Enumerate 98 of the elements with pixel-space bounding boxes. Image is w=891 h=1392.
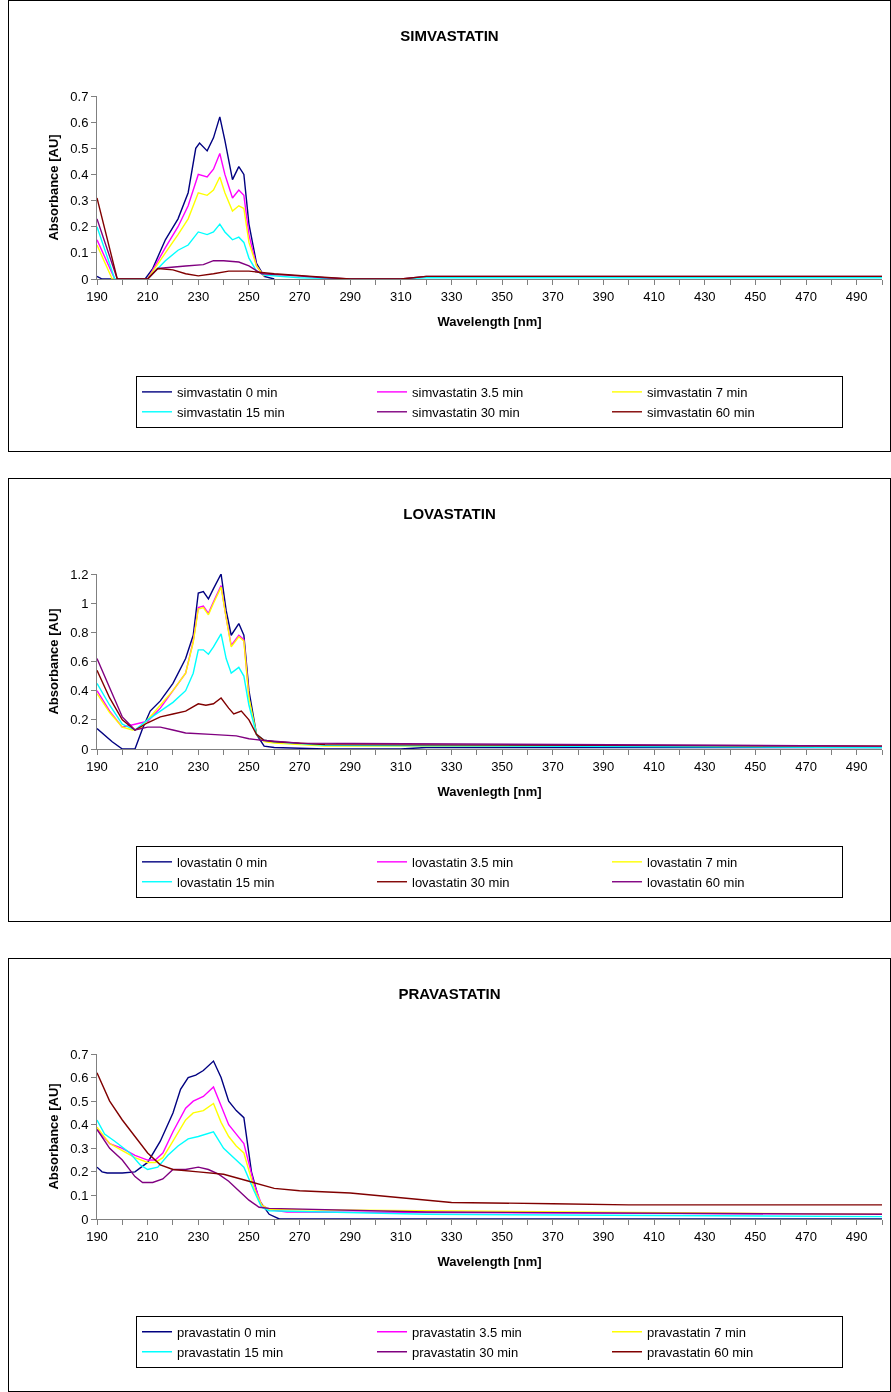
x-axis-title: Wavelength [nm]: [437, 1254, 542, 1270]
legend-label: pravastatin 30 min: [412, 1344, 519, 1360]
y-tick-label: 0.8: [70, 624, 89, 640]
x-tick-label: 390: [592, 288, 615, 304]
x-tick-label: 250: [238, 288, 260, 304]
legend-label: simvastatin 15 min: [177, 404, 285, 420]
legend-label: pravastatin 60 min: [647, 1344, 754, 1360]
x-tick-label: 390: [592, 1228, 615, 1244]
y-tick-label: 0.3: [70, 193, 89, 209]
y-axis-title: Absorbance [AU]: [46, 1083, 62, 1190]
x-tick-label: 410: [643, 288, 665, 304]
y-tick-label: 0.6: [70, 654, 89, 670]
chart-title: LOVASTATIN: [403, 505, 496, 523]
x-tick-label: 390: [592, 758, 615, 774]
x-tick-label: 410: [643, 758, 665, 774]
x-tick-label: 270: [288, 758, 311, 774]
x-tick-label: 190: [86, 288, 108, 304]
x-tick-label: 430: [693, 288, 716, 304]
legend-label: lovastatin 3.5 min: [412, 854, 514, 870]
y-tick-label: 0: [81, 741, 89, 757]
y-tick-label: 0.3: [70, 1140, 89, 1156]
legend-label: lovastatin 15 min: [177, 874, 275, 890]
x-tick-label: 250: [238, 1228, 260, 1244]
x-tick-label: 310: [390, 758, 412, 774]
x-tick-label: 230: [187, 288, 210, 304]
x-tick-label: 330: [440, 1228, 463, 1244]
y-tick-label: 0.6: [70, 1070, 89, 1086]
y-tick-label: 0.5: [70, 140, 89, 156]
y-tick-label: 0.2: [70, 1164, 89, 1180]
y-tick-label: 0: [81, 271, 89, 287]
y-tick-label: 0.4: [70, 166, 89, 182]
x-tick-label: 210: [136, 1228, 159, 1244]
x-tick-label: 350: [491, 758, 514, 774]
y-tick-label: 0: [81, 1211, 89, 1227]
x-tick-label: 470: [795, 758, 817, 774]
x-tick-label: 370: [541, 288, 564, 304]
x-tick-label: 490: [845, 1228, 868, 1244]
legend-label: lovastatin 7 min: [647, 854, 738, 870]
x-axis-title: Wavelength [nm]: [437, 314, 542, 330]
legend-label: pravastatin 15 min: [177, 1344, 284, 1360]
x-tick-label: 370: [541, 1228, 564, 1244]
x-tick-label: 310: [390, 1228, 412, 1244]
legend-label: simvastatin 0 min: [177, 384, 278, 400]
x-tick-label: 210: [136, 288, 159, 304]
y-tick-label: 0.4: [70, 683, 89, 699]
y-tick-label: 1.2: [70, 566, 89, 582]
x-tick-label: 470: [795, 288, 817, 304]
x-tick-label: 450: [744, 758, 767, 774]
y-axis-title: Absorbance [AU]: [46, 134, 62, 241]
x-tick-label: 210: [136, 758, 159, 774]
chart-title: SIMVASTATIN: [400, 27, 499, 45]
x-tick-label: 270: [288, 288, 311, 304]
x-tick-label: 190: [86, 758, 108, 774]
x-tick-label: 430: [693, 758, 716, 774]
x-tick-label: 350: [491, 288, 514, 304]
x-tick-label: 430: [693, 1228, 716, 1244]
x-tick-label: 290: [339, 1228, 362, 1244]
y-tick-label: 0.6: [70, 114, 89, 130]
y-axis-title: Absorbance [AU]: [46, 608, 62, 715]
x-tick-label: 310: [390, 288, 412, 304]
legend-label: simvastatin 60 min: [647, 404, 755, 420]
y-tick-label: 1: [81, 595, 89, 611]
legend-label: simvastatin 30 min: [412, 404, 520, 420]
x-tick-label: 470: [795, 1228, 817, 1244]
x-tick-label: 370: [541, 758, 564, 774]
x-tick-label: 250: [238, 758, 260, 774]
x-tick-label: 270: [288, 1228, 311, 1244]
x-tick-label: 330: [440, 288, 463, 304]
y-tick-label: 0.4: [70, 1117, 89, 1133]
x-axis-title: Wavenlegth [nm]: [437, 784, 542, 800]
x-tick-label: 410: [643, 1228, 665, 1244]
y-tick-label: 0.1: [70, 245, 89, 261]
y-tick-label: 0.7: [70, 88, 89, 104]
x-tick-label: 350: [491, 1228, 514, 1244]
y-tick-label: 0.5: [70, 1093, 89, 1109]
legend-label: simvastatin 3.5 min: [412, 384, 524, 400]
x-tick-label: 450: [744, 288, 767, 304]
y-tick-label: 0.2: [70, 219, 89, 235]
chart-title: PRAVASTATIN: [398, 985, 501, 1003]
legend-label: pravastatin 7 min: [647, 1324, 746, 1340]
x-tick-label: 490: [845, 288, 868, 304]
legend-label: pravastatin 3.5 min: [412, 1324, 522, 1340]
x-tick-label: 450: [744, 1228, 767, 1244]
x-tick-label: 230: [187, 758, 210, 774]
y-tick-label: 0.7: [70, 1046, 89, 1062]
y-tick-label: 0.1: [70, 1187, 89, 1203]
x-tick-label: 290: [339, 758, 362, 774]
x-tick-label: 290: [339, 288, 362, 304]
y-tick-label: 0.2: [70, 712, 89, 728]
legend-label: pravastatin 0 min: [177, 1324, 276, 1340]
legend-label: simvastatin 7 min: [647, 384, 748, 400]
legend-label: lovastatin 0 min: [177, 854, 268, 870]
x-tick-label: 190: [86, 1228, 108, 1244]
legend-label: lovastatin 60 min: [647, 874, 745, 890]
legend-label: lovastatin 30 min: [412, 874, 510, 890]
x-tick-label: 490: [845, 758, 868, 774]
x-tick-label: 330: [440, 758, 463, 774]
x-tick-label: 230: [187, 1228, 210, 1244]
